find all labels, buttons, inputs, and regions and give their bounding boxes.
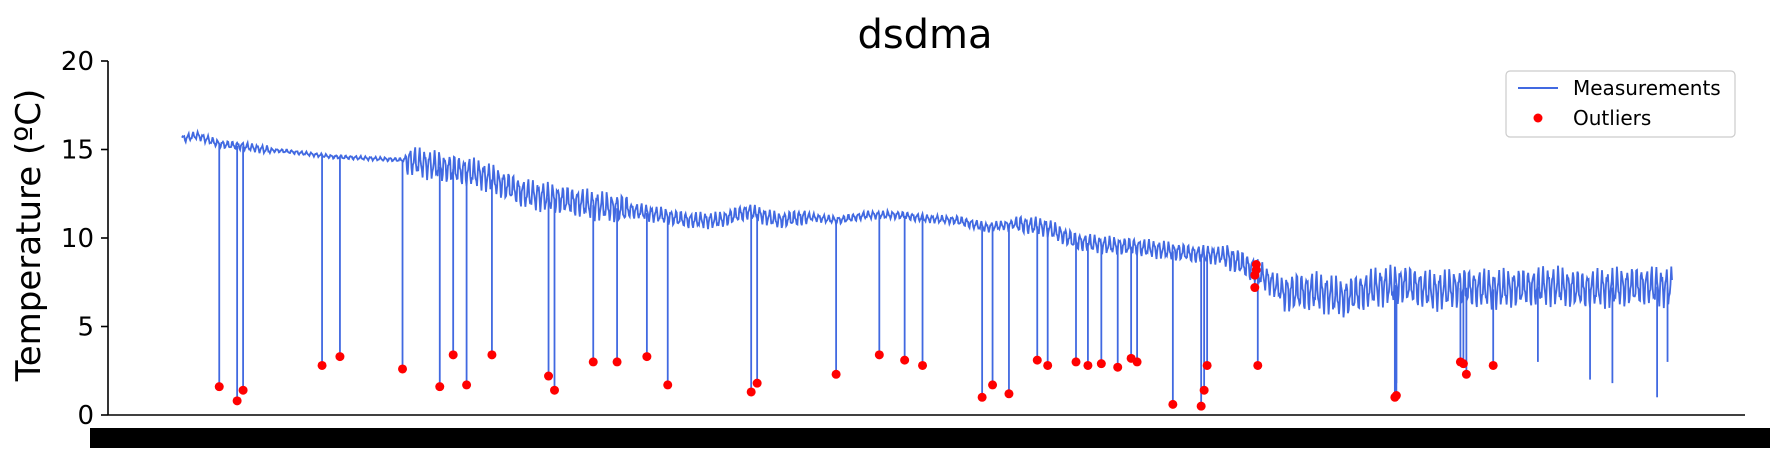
outlier-point: [1032, 355, 1042, 365]
measurements-series: [181, 128, 1673, 407]
outlier-point: [544, 371, 554, 381]
legend-outliers-swatch: [1533, 113, 1543, 123]
outlier-point: [1196, 401, 1206, 411]
outlier-point: [1202, 360, 1212, 370]
outlier-point: [1461, 369, 1471, 379]
legend: Measurements Outliers: [1505, 70, 1736, 138]
outlier-point: [900, 355, 910, 365]
outlier-point: [831, 369, 841, 379]
legend-outliers-label: Outliers: [1573, 106, 1651, 130]
outlier-point: [588, 357, 598, 367]
outlier-point: [1253, 360, 1263, 370]
outlier-point: [752, 378, 762, 388]
outlier-point: [1168, 399, 1178, 409]
y-tick-label: 15: [61, 136, 94, 166]
outlier-point: [1251, 260, 1261, 270]
outlier-point: [232, 396, 242, 406]
outlier-point: [746, 387, 756, 397]
outlier-point: [462, 380, 472, 390]
outlier-point: [663, 380, 673, 390]
outlier-point: [918, 360, 928, 370]
outlier-point: [1250, 283, 1260, 293]
legend-box: [1505, 70, 1736, 138]
y-tick-label: 20: [61, 47, 94, 77]
outlier-point: [1113, 362, 1123, 372]
outlier-point: [435, 382, 445, 392]
outlier-point: [1132, 357, 1142, 367]
outlier-point: [398, 364, 408, 374]
y-axis-label: Temperature (ºC): [9, 89, 49, 382]
outlier-point: [977, 392, 987, 402]
outlier-point: [1071, 357, 1081, 367]
outlier-point: [874, 350, 884, 360]
x-tick-labels-overlap: [90, 428, 1770, 448]
y-tick-label: 5: [77, 313, 94, 343]
outlier-point: [238, 385, 248, 395]
outlier-point: [1004, 389, 1014, 399]
chart-title: dsdma: [857, 12, 992, 58]
outlier-point: [1458, 359, 1468, 369]
outlier-point: [1043, 360, 1053, 370]
outlier-point: [317, 360, 327, 370]
outlier-point: [612, 357, 622, 367]
outlier-point: [988, 380, 998, 390]
outlier-point: [448, 350, 458, 360]
outlier-point: [1096, 359, 1106, 369]
outlier-point: [550, 385, 559, 395]
outlier-point: [335, 352, 345, 362]
y-tick-label: 10: [61, 224, 94, 254]
outlier-point: [1391, 391, 1401, 401]
outlier-point: [1488, 360, 1498, 370]
outliers-series: [214, 260, 1498, 411]
outlier-point: [642, 352, 652, 362]
y-tick-label: 0: [77, 401, 94, 431]
y-ticks: 0 5 10 15 20: [61, 47, 108, 431]
outlier-point: [487, 350, 497, 360]
outlier-point: [214, 382, 224, 392]
outlier-point: [1083, 360, 1093, 370]
outlier-point: [1199, 385, 1209, 395]
measurements-line: [181, 128, 1673, 318]
legend-measurements-label: Measurements: [1573, 76, 1721, 100]
axes: 0 5 10 15 20: [61, 47, 1770, 448]
